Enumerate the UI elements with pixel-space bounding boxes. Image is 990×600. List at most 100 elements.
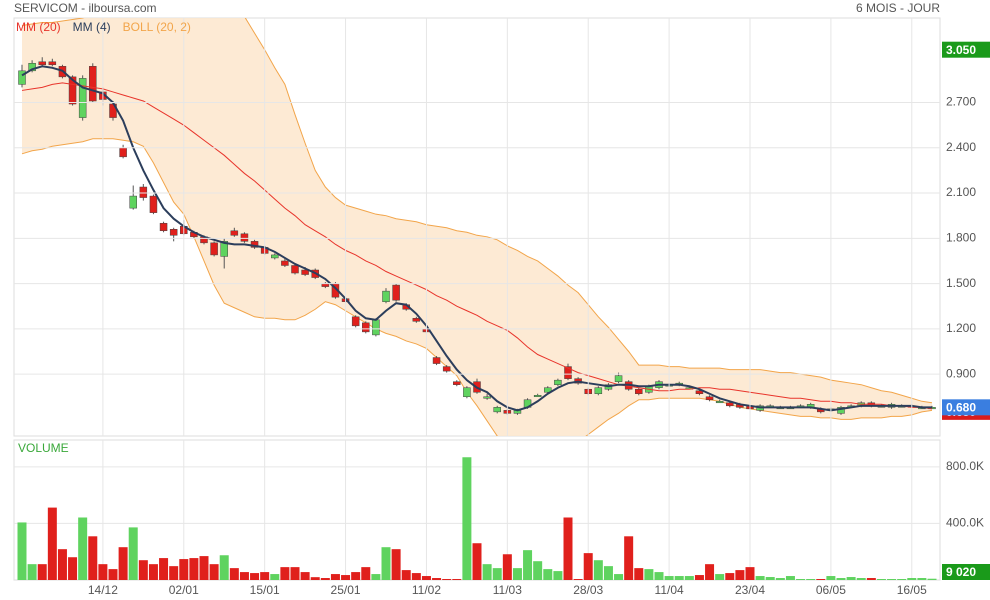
candle-body [715, 401, 724, 404]
volume-bar [472, 543, 482, 580]
candle-body [28, 63, 36, 72]
legend-entry: MM (20) [16, 20, 61, 34]
volume-bar [270, 574, 280, 580]
bollinger-upper [21, 18, 933, 404]
y-tick-label: 400.0K [946, 516, 984, 530]
volume-bar [745, 567, 755, 580]
panel-title: VOLUME [18, 441, 69, 455]
y-tick-label: 1.500 [946, 276, 976, 290]
x-tick-label: 28/03 [573, 583, 603, 597]
volume-bar [341, 575, 351, 580]
volume-bar [37, 564, 47, 580]
volume-bar [57, 549, 67, 580]
y-tick-label: 0.900 [946, 366, 976, 380]
volume-bar [664, 576, 674, 580]
volume-bar [917, 578, 927, 580]
volume-bar [674, 576, 684, 580]
y-tick-label: 2.100 [946, 185, 976, 199]
volume-bar [573, 579, 583, 580]
price-badge-label: 0.680 [946, 401, 976, 415]
volume-bar [775, 578, 785, 580]
volume-bar [735, 570, 745, 580]
volume-bar [401, 570, 411, 580]
candle-body [705, 396, 714, 401]
candle-body [301, 269, 309, 275]
volume-bar [78, 517, 88, 580]
volume-bar [603, 566, 613, 580]
volume-bar [806, 579, 816, 580]
candle-body [533, 395, 542, 398]
candle-body [412, 318, 421, 322]
candle-body [78, 78, 87, 118]
volume-bar [128, 527, 138, 580]
candle-body [291, 265, 299, 274]
price-badge [942, 399, 990, 416]
volume-bar [361, 567, 371, 580]
volume-bar [694, 575, 704, 580]
volume-bar [381, 547, 391, 580]
volume-bar [846, 577, 856, 580]
candle-body [483, 396, 491, 399]
period-label: 6 MOIS - JOUR [856, 1, 940, 15]
x-tick-label: 11/02 [412, 583, 441, 597]
candle-body [564, 366, 572, 379]
candle-body [442, 366, 451, 372]
volume-bar [856, 578, 866, 580]
candle-body [382, 290, 390, 302]
candle-body [432, 357, 441, 364]
candle-body [139, 186, 148, 198]
volume-bar [391, 549, 401, 580]
volume-bar [725, 573, 735, 580]
volume-bar [907, 578, 917, 580]
volume-bar [138, 560, 148, 580]
x-tick-label: 14/12 [88, 583, 118, 597]
y-tick-label: 2.700 [946, 95, 976, 109]
volume-bar [512, 568, 522, 580]
volume-bar [250, 573, 260, 580]
volume-bar [614, 574, 624, 580]
candle-body [493, 407, 501, 413]
candle-body [635, 388, 643, 394]
candle-body [18, 70, 26, 85]
volume-bar [330, 574, 340, 580]
volume-bar [785, 576, 795, 580]
volume-bar [371, 574, 381, 580]
candle-body [351, 316, 360, 327]
volume-bar [654, 572, 664, 580]
candle-body [594, 387, 603, 394]
volume-bar [502, 554, 512, 580]
volume-bar [199, 556, 209, 580]
volume-bar [553, 571, 563, 580]
y-tick-label: 1.800 [946, 230, 976, 244]
volume-bar [755, 576, 765, 580]
volume-bar [159, 558, 169, 580]
candle-body [119, 147, 127, 158]
volume-bar [411, 573, 421, 580]
volume-bar [179, 559, 189, 580]
volume-bar [290, 567, 300, 580]
volume-bar [543, 569, 553, 580]
volume-bar [796, 579, 806, 580]
volume-bar [533, 561, 543, 580]
volume-bar [836, 578, 846, 580]
moving-average [21, 82, 933, 410]
candle-body [392, 284, 400, 301]
volume-bar [118, 547, 128, 580]
volume-bar [300, 572, 310, 580]
volume-bar [563, 517, 573, 580]
volume-bar [826, 576, 836, 580]
candle-body [271, 254, 279, 259]
candle-body [614, 375, 623, 382]
candle-body [554, 379, 562, 385]
volume-bar [816, 579, 826, 580]
candle-body [68, 76, 77, 105]
volume-bar [452, 579, 462, 580]
volume-bar [442, 579, 452, 580]
volume-bar [17, 522, 27, 580]
volume-bar [634, 568, 644, 580]
volume-bar [624, 536, 634, 580]
x-tick-label: 25/01 [331, 583, 361, 597]
volume-bar [88, 536, 98, 580]
x-tick-label: 15/01 [250, 583, 280, 597]
x-tick-label: 11/04 [655, 583, 684, 597]
